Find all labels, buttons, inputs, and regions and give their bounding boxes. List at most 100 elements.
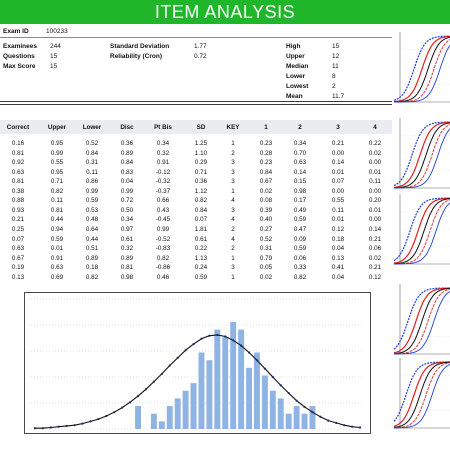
table-header-cell: Upper [47,124,67,131]
table-cell: 0.11 [51,197,63,205]
table-cell: 0.00 [368,159,382,167]
table-cell: 0.55 [50,159,64,167]
table-cell: 0.44 [85,235,99,243]
table-cell: 0.27 [259,225,273,233]
histogram-bar [301,413,308,429]
curve-point [65,424,68,428]
table-cell: 0.11 [369,178,381,186]
curve-point [319,415,322,418]
table-cell: 0.17 [293,197,307,205]
table-cell: 0.21 [368,264,382,272]
table-cell: 0.21 [368,235,382,243]
table-cell: 0.81 [11,149,25,157]
table-cell: 0.22 [368,140,382,147]
table-cell: 0.14 [368,225,382,233]
curve-point [168,364,171,367]
table-cell: 1.13 [194,254,208,262]
histogram-bar [214,329,221,429]
table-cell: 1.12 [194,187,208,195]
table-cell: 0.15 [293,178,307,186]
table-cell: 0.22 [194,245,208,253]
table-cell: 0.82 [156,254,170,262]
table-header-cell: Lower [82,124,102,131]
curve-point [232,339,235,342]
table-cell: 0.09 [293,235,307,243]
table-cell: 1.81 [194,225,208,233]
table-cell: 0.61 [120,235,134,243]
table-cell: 3 [231,206,235,214]
icc-mini-chart [393,284,450,355]
table-cell: 0.14 [331,159,345,167]
curve-point [192,343,195,346]
table-cell: 0.02 [259,273,273,281]
table-cell: 0.01 [368,206,382,214]
curve-point [335,421,338,424]
table-cell: 0.67 [11,254,25,262]
icc-mini-chart [393,118,450,189]
reliability-label: Reliability (Cron) [110,53,163,60]
histogram-bar [246,367,252,429]
table-cell: 0.82 [194,197,208,205]
curve-point [208,334,211,337]
questions-label: Questions [3,53,35,60]
icc-panel [392,24,450,450]
curve-point [89,420,92,423]
table-cell: 0.63 [50,264,64,272]
table-cell: 0.02 [368,254,382,262]
histogram-bar [190,383,197,429]
table-cell: 0.84 [259,168,273,176]
table-cell: -0.45 [155,216,171,224]
table-cell: -0.83 [155,245,171,253]
table-cell: 0.19 [11,264,25,272]
table-cell: 0.14 [293,168,307,176]
histogram-bar [230,321,237,429]
table-cell: 0.84 [85,149,99,157]
table-cell: 0.04 [331,273,345,281]
table-cell: 0.28 [259,149,273,157]
score-distribution-chart [24,292,371,434]
table-cell: 0.82 [85,273,99,281]
group-label: Upper [286,53,305,60]
table-cell: 0.99 [120,187,134,195]
table-cell: 0.52 [85,140,99,147]
curve-point [287,391,290,395]
table-cell: -0.86 [155,264,171,272]
table-cell: 0.84 [120,159,134,167]
curve-point [184,349,187,352]
curve-point [144,388,148,391]
table-cell: 0.79 [259,254,273,262]
table-cell: 0.67 [259,178,273,186]
table-cell: 0.95 [50,140,64,147]
table-cell: 0.59 [293,245,307,253]
table-cell: 0.07 [11,235,25,243]
curve-point [216,333,219,337]
max-score-label: Max Score [3,63,36,70]
group-label: High [286,43,301,50]
curve-point [303,405,306,408]
exam-id-value: 100233 [46,28,68,35]
curve-point [358,426,362,429]
table-cell: 0.53 [85,206,99,214]
normal-curve [35,334,361,429]
table-cell: 0.98 [293,187,307,195]
table-cell: 0.91 [50,254,64,262]
table-header [0,120,392,134]
table-cell: 0.13 [11,273,25,281]
divider [0,101,392,102]
table-cell: 0.61 [194,235,208,243]
divider [0,37,392,38]
table-cell: 1 [231,187,235,195]
histogram-bar [269,390,276,429]
table-cell: 0.08 [259,197,273,205]
table-cell: 0.81 [11,178,25,186]
table-cell: 0.71 [194,168,208,176]
table-cell: 0.94 [50,225,64,233]
table-cell: 0.23 [259,140,273,147]
table-header-cell: 3 [336,124,340,131]
curve-point [97,417,100,421]
curve-point [351,425,354,428]
table-cell: 2 [231,149,235,157]
table-cell: 1 [231,273,235,281]
histogram-bar [238,329,245,429]
table-cell: 0.64 [85,225,99,233]
